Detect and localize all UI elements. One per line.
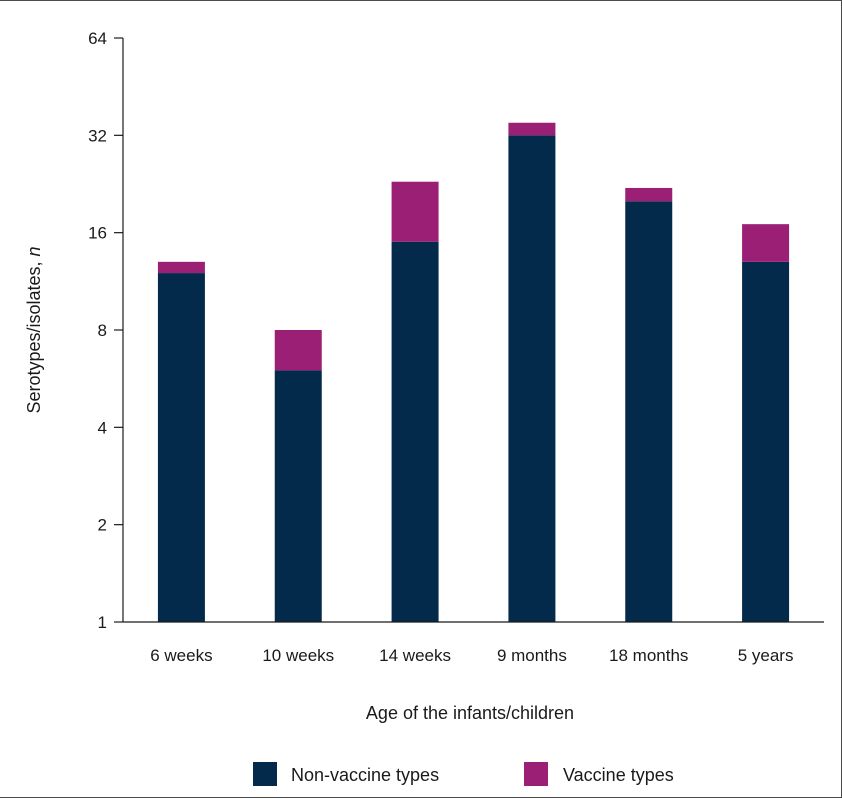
bar-segment-non-vaccine [625,201,673,622]
x-axis-title: Age of the infants/children [366,703,574,723]
y-tick-label: 8 [98,321,107,340]
bar-segment-vaccine [391,181,439,242]
x-tick-label: 9 months [497,646,567,665]
x-tick-label: 6 weeks [150,646,212,665]
y-ticks-layer: 1 2 4 8 16 32 64 [88,29,123,632]
legend: Non-vaccine types Vaccine types [253,762,674,786]
legend-swatch [253,762,277,786]
legend-label: Vaccine types [563,765,674,785]
legend-label: Non-vaccine types [291,765,439,785]
bar-segment-vaccine [508,122,556,136]
bar-segment-vaccine [274,330,322,371]
y-axis-title-main: Serotypes/isolates, [24,256,44,413]
x-tick-label: 5 years [738,646,794,665]
y-axis-title-italic: n [24,246,44,256]
bar-segment-vaccine [625,187,673,202]
bar-segment-non-vaccine [508,135,556,623]
x-ticks-layer: 6 weeks 10 weeks 14 weeks 9 months 18 months… [150,646,793,665]
bar-segment-non-vaccine [391,241,439,622]
legend-swatch [524,762,548,786]
bar-segment-non-vaccine [274,370,322,622]
bar-segment-vaccine [157,261,205,274]
y-tick-label: 4 [98,418,107,437]
bar-segment-non-vaccine [742,261,790,622]
x-tick-label: 14 weeks [379,646,451,665]
bar-segment-non-vaccine [157,273,205,622]
y-tick-label: 2 [98,516,107,535]
bars-layer [157,122,790,623]
bar-segment-vaccine [742,224,790,262]
y-tick-label: 16 [88,224,107,243]
x-tick-label: 10 weeks [262,646,334,665]
y-axis-title: Serotypes/isolates, n [24,246,44,413]
y-tick-label: 32 [88,126,107,145]
y-tick-label: 1 [98,613,107,632]
y-tick-label: 64 [88,29,107,48]
x-tick-label: 18 months [609,646,688,665]
